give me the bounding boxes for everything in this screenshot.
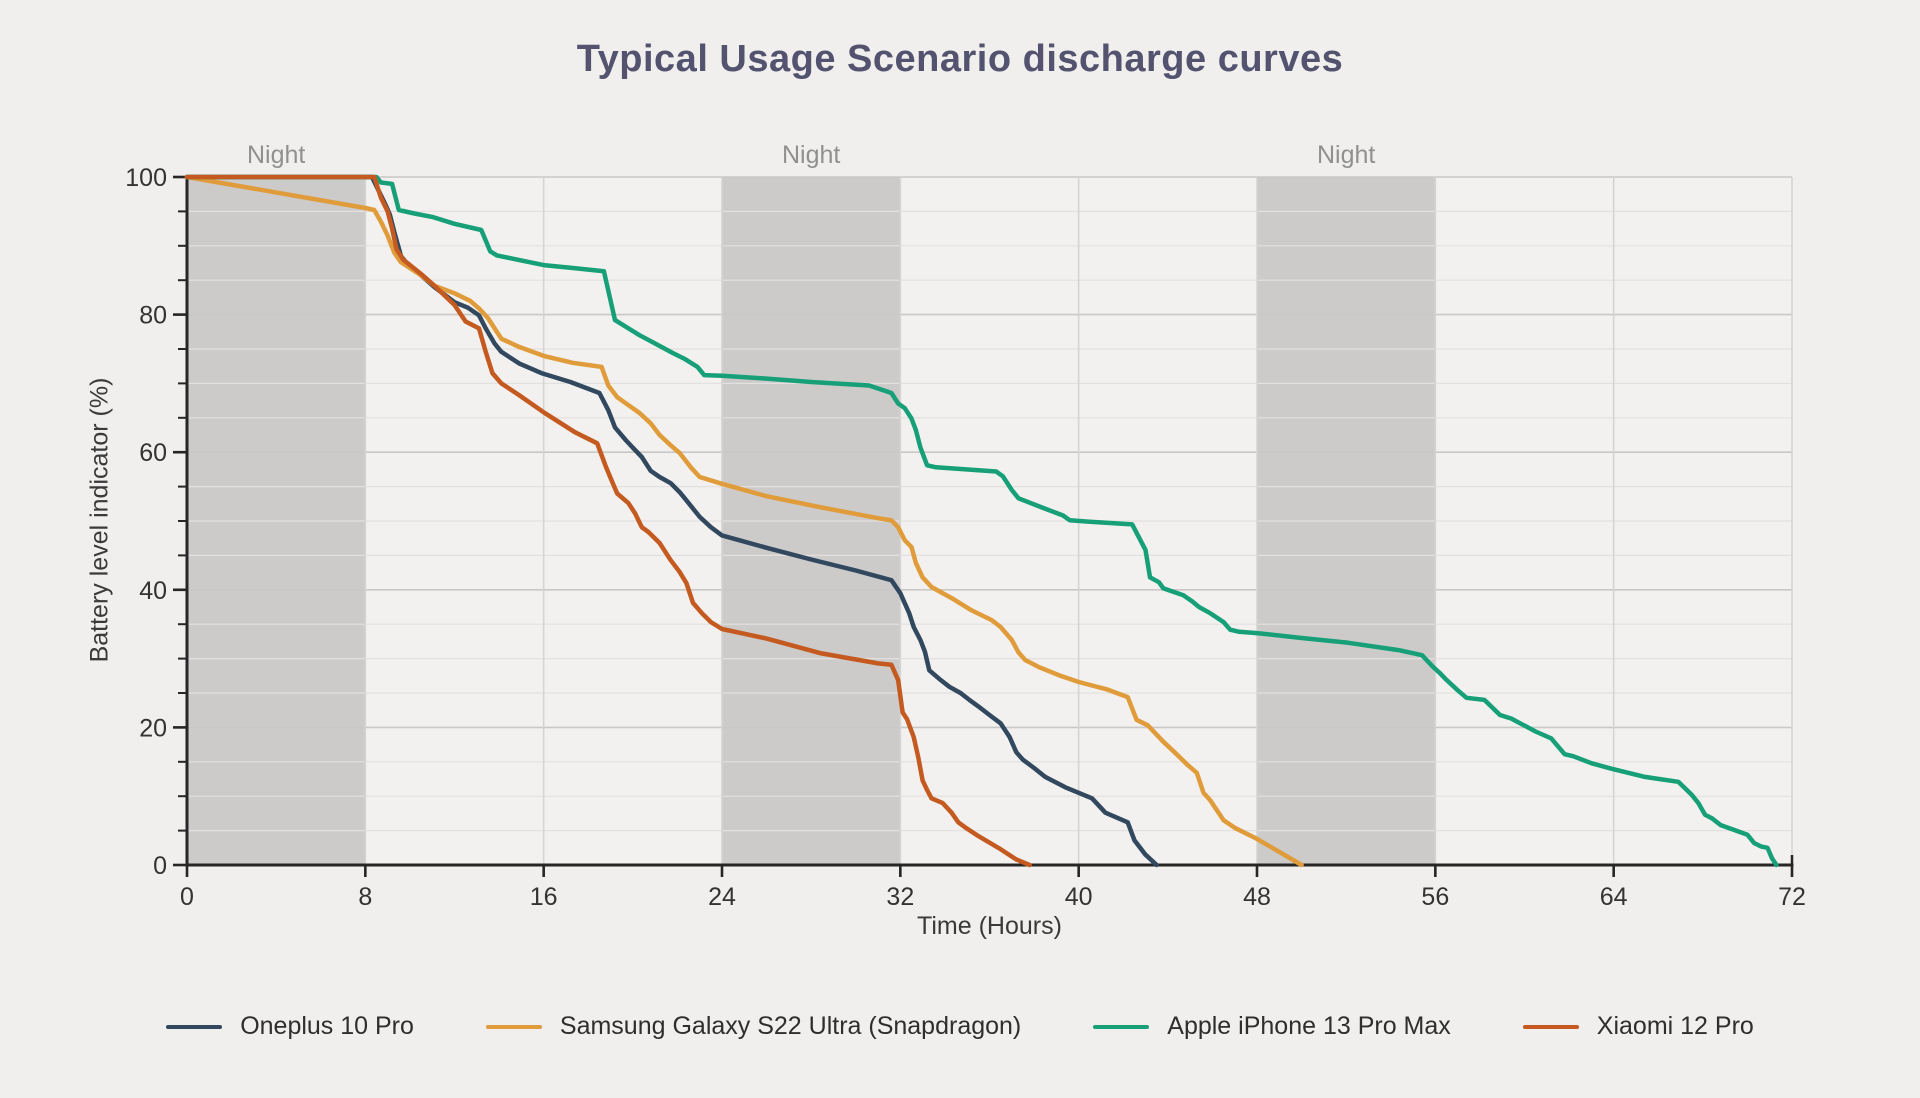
legend-label: Samsung Galaxy S22 Ultra (Snapdragon) [559,1012,1022,1040]
legend-label: Apple iPhone 13 Pro Max [1167,1012,1451,1040]
x-tick-label: 56 [1421,883,1449,911]
legend-line-swatch [166,1024,223,1029]
legend-item-oneplus-10-pro: Oneplus 10 Pro [166,1012,414,1041]
y-tick-label: 80 [139,302,167,330]
x-tick-label: 16 [530,883,558,911]
y-tick-label: 60 [139,439,167,467]
x-tick-label: 72 [1778,883,1806,911]
x-tick-label: 0 [180,883,194,911]
series-line-samsung-galaxy-s22-ultra-snapdragon [184,174,1304,868]
x-axis-label: Time (Hours) [917,912,1062,940]
chart-legend: Oneplus 10 Pro Samsung Galaxy S22 Ultra … [0,1012,1920,1041]
y-tick-label: 20 [139,714,167,742]
legend-line-swatch [485,1024,542,1029]
x-tick-label: 48 [1243,883,1271,911]
legend-label: Oneplus 10 Pro [240,1012,414,1040]
series-line-xiaomi-12-pro [184,174,1032,868]
x-tick-label: 32 [886,883,914,911]
x-tick-label: 8 [358,883,372,911]
legend-line-swatch [1522,1024,1579,1029]
x-tick-label: 64 [1600,883,1628,911]
legend-item-apple-iphone-13-pro-max: Apple iPhone 13 Pro Max [1093,1012,1451,1041]
y-axis-label: Battery level indicator (%) [85,377,114,663]
legend-item-samsung-galaxy-s22-ultra: Samsung Galaxy S22 Ultra (Snapdragon) [485,1012,1022,1041]
night-band-label: Night [1317,141,1375,169]
legend-item-xiaomi-12-pro: Xiaomi 12 Pro [1522,1012,1754,1041]
x-tick-label: 40 [1065,883,1093,911]
night-band-label: Night [782,141,840,169]
series-line-apple-iphone-13-pro-max [184,174,1779,868]
x-tick-label: 24 [708,883,736,911]
y-tick-label: 40 [139,577,167,605]
chart-title: Typical Usage Scenario discharge curves [576,38,1344,80]
legend-line-swatch [1093,1024,1150,1029]
night-band-label: Night [247,141,305,169]
y-tick-label: 0 [153,852,167,880]
y-tick-label: 100 [125,164,167,192]
legend-label: Xiaomi 12 Pro [1596,1012,1754,1040]
